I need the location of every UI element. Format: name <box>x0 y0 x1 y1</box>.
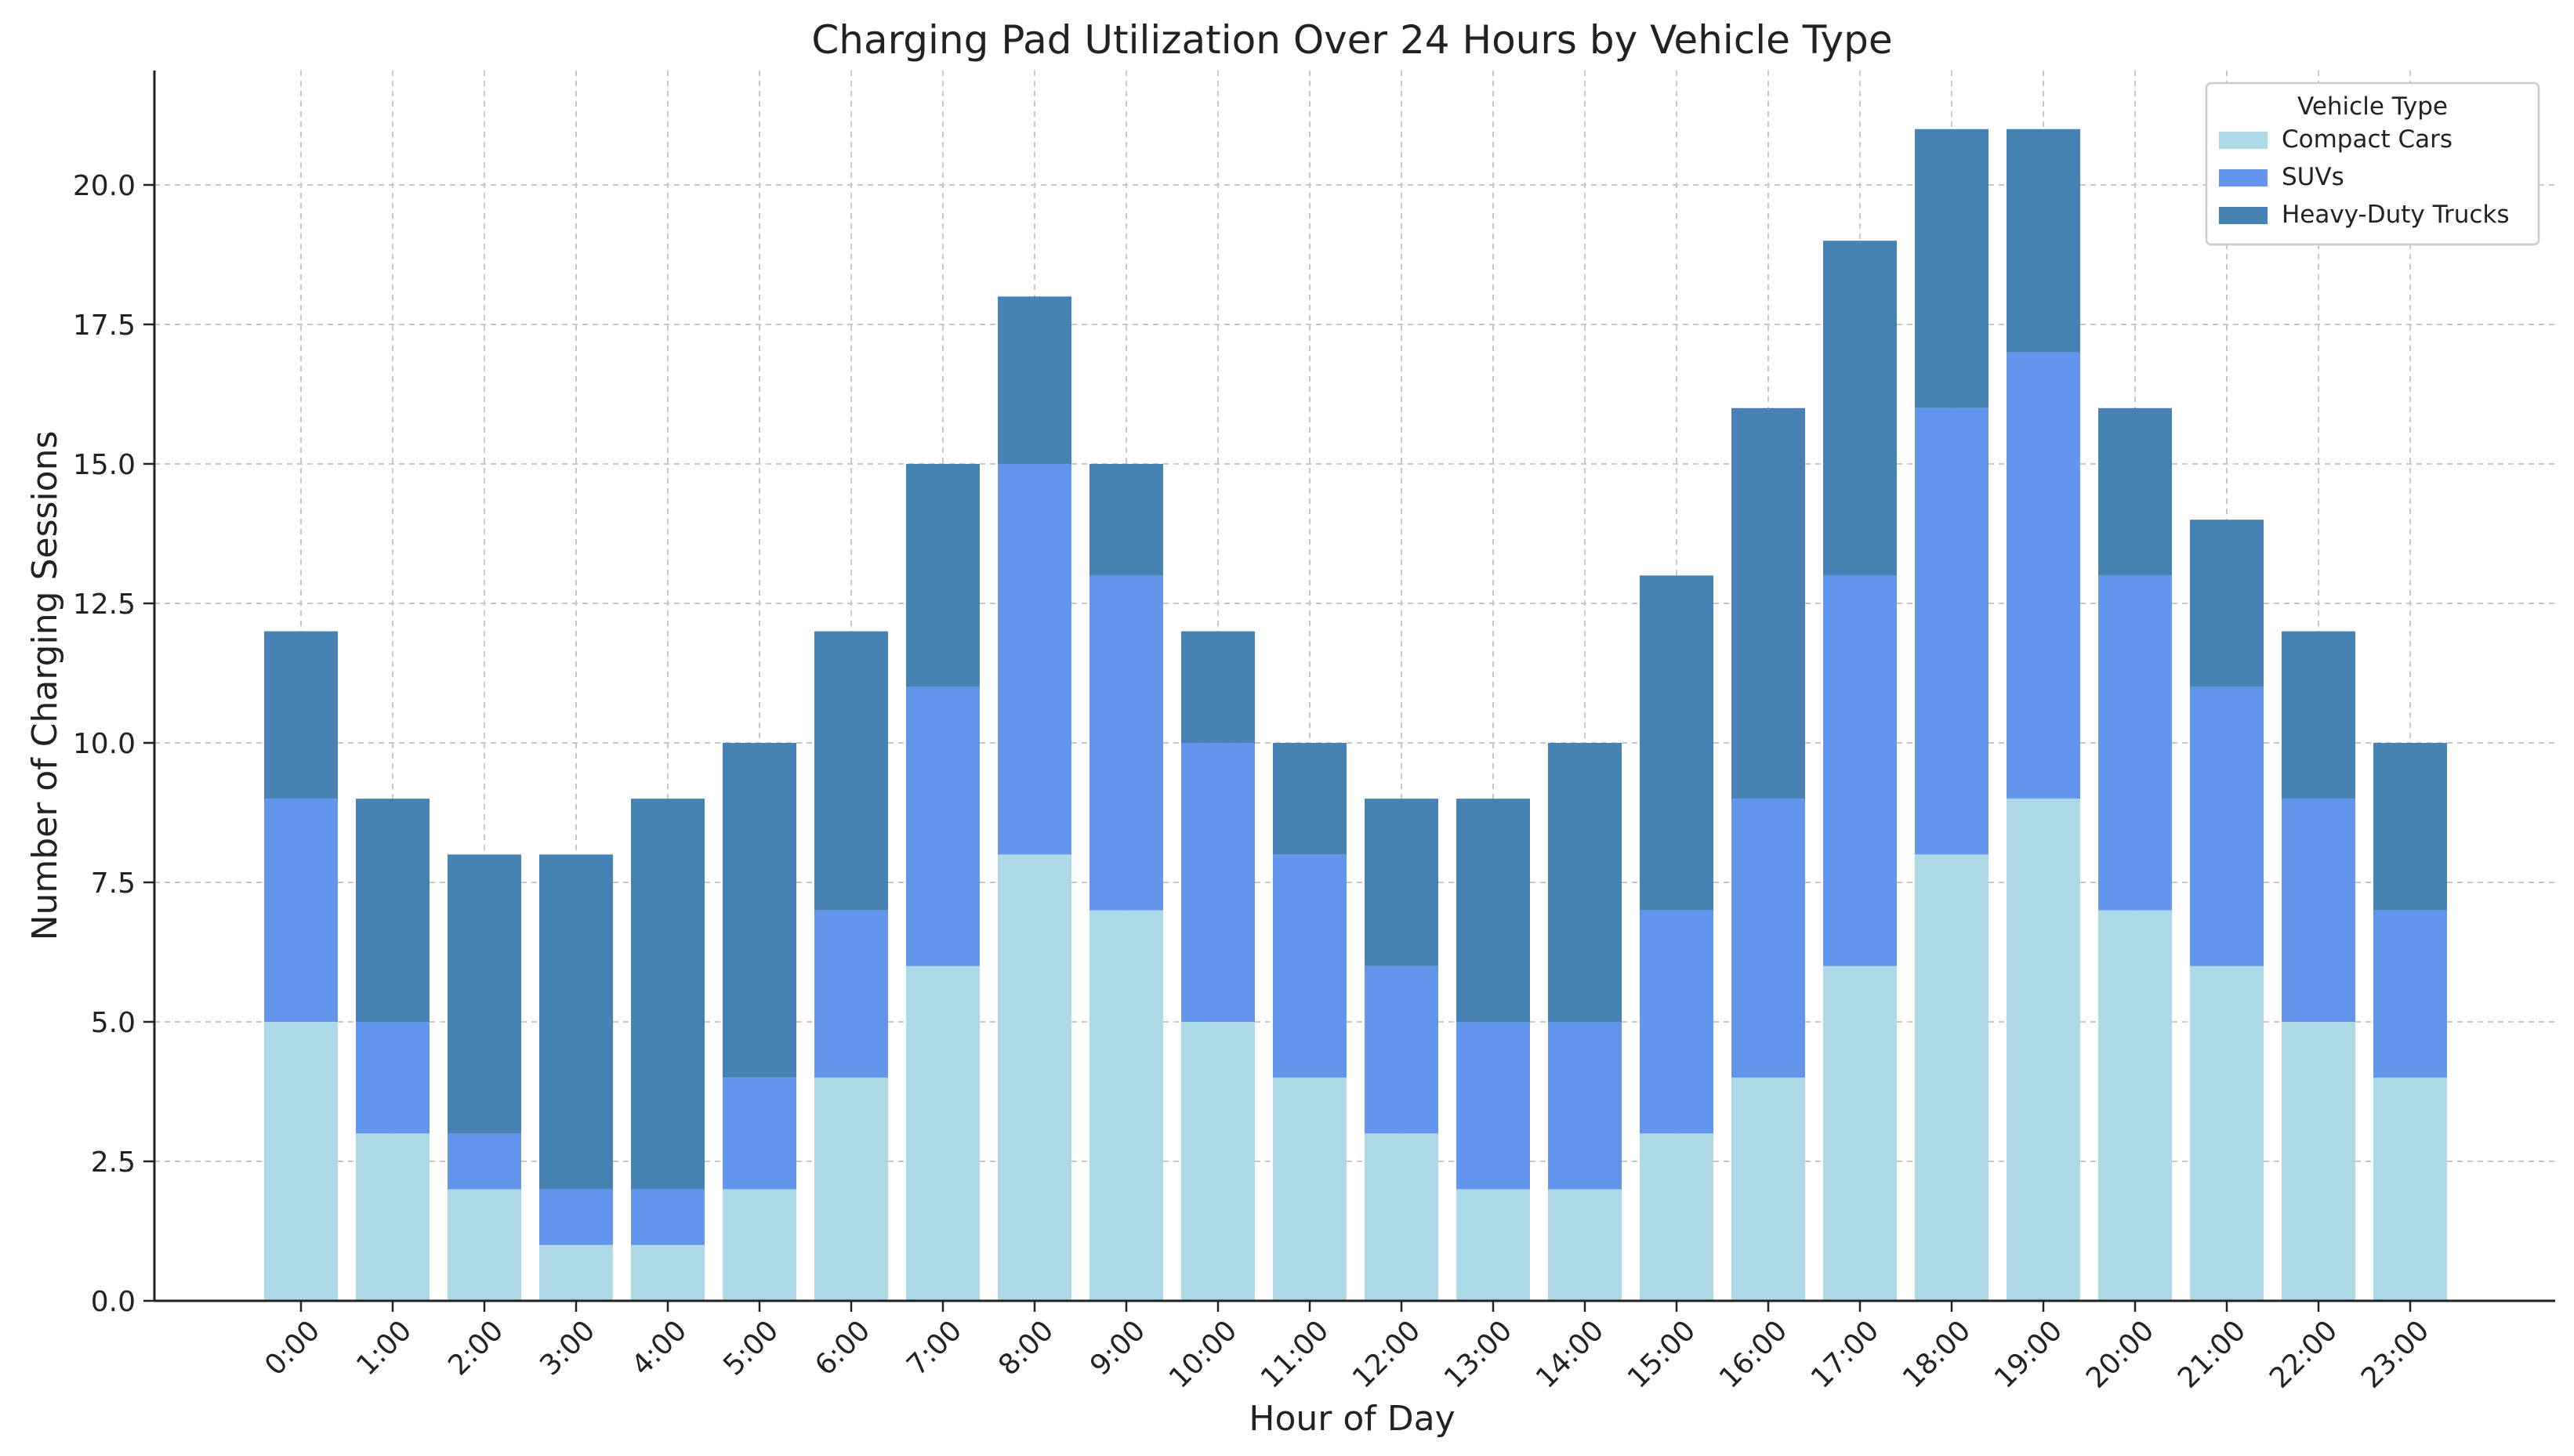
bar-segment-suvs <box>1915 407 1989 855</box>
bar-segment-heavy-duty-trucks <box>1456 799 1530 1022</box>
bar-segment-compact-cars <box>2282 1021 2355 1301</box>
bar-segment-heavy-duty-trucks <box>1640 575 1713 911</box>
bar-segment-compact-cars <box>448 1189 521 1301</box>
legend-frame <box>2205 81 2540 246</box>
bar-segment-suvs <box>2190 686 2264 966</box>
bar-segment-suvs <box>356 1021 430 1134</box>
legend-swatch <box>2219 132 2268 149</box>
bar-segment-suvs <box>631 1189 705 1245</box>
bar-segment-suvs <box>1731 799 1805 1078</box>
bar-segment-suvs <box>1273 854 1347 1078</box>
y-tick-label: 20.0 <box>73 170 136 202</box>
bar-segment-compact-cars <box>1640 1133 1713 1301</box>
bar-segment-compact-cars <box>906 965 980 1301</box>
bar-segment-heavy-duty-trucks <box>2007 129 2080 353</box>
bar-segment-heavy-duty-trucks <box>1823 241 1897 576</box>
y-tick-label: 2.5 <box>91 1146 136 1179</box>
bar-segment-suvs <box>1089 575 1163 911</box>
legend-label: Heavy-Duty Trucks <box>2282 201 2510 229</box>
bar-segment-heavy-duty-trucks <box>1089 463 1163 576</box>
bars-group <box>264 129 2447 1301</box>
y-ticks-group: 0.0 2.5 5.0 7.5 10.0 12.5 15.0 17.5 20.0 <box>73 170 154 1318</box>
bar-segment-heavy-duty-trucks <box>264 631 338 799</box>
axes-group <box>153 71 2555 1302</box>
legend-items: Compact Cars SUVs Heavy-Duty Trucks <box>2219 125 2510 229</box>
bar-segment-compact-cars <box>1915 854 1989 1301</box>
bar-segment-suvs <box>264 799 338 1022</box>
bar-segment-suvs <box>2282 799 2355 1022</box>
bar-segment-suvs <box>2098 575 2172 911</box>
bar-segment-heavy-duty-trucks <box>1181 631 1255 743</box>
y-tick-label: 17.5 <box>73 310 136 342</box>
bar-segment-heavy-duty-trucks <box>1273 742 1347 855</box>
bar-segment-heavy-duty-trucks <box>1548 742 1622 1022</box>
bar-segment-compact-cars <box>723 1189 796 1301</box>
bar-segment-suvs <box>1823 575 1897 966</box>
legend-title: Vehicle Type <box>2297 92 2448 121</box>
legend-label: Compact Cars <box>2282 125 2453 154</box>
y-axis-label: Number of Charging Sessions <box>25 431 65 941</box>
bar-segment-compact-cars <box>1823 965 1897 1301</box>
bar-segment-heavy-duty-trucks <box>723 742 796 1078</box>
bar-segment-compact-cars <box>2373 1078 2447 1301</box>
bar-segment-heavy-duty-trucks <box>631 799 705 1190</box>
bar-segment-suvs <box>1181 742 1255 1022</box>
legend-label: SUVs <box>2282 163 2344 191</box>
y-tick-label: 5.0 <box>91 1007 136 1039</box>
bar-segment-compact-cars <box>998 854 1071 1301</box>
bar-segment-compact-cars <box>1181 1021 1255 1301</box>
bar-segment-heavy-duty-trucks <box>539 854 613 1190</box>
legend-swatch <box>2219 207 2268 224</box>
bar-segment-compact-cars <box>539 1244 613 1301</box>
bar-segment-compact-cars <box>1273 1078 1347 1301</box>
bar-segment-suvs <box>1456 1021 1530 1190</box>
bar-segment-heavy-duty-trucks <box>2098 407 2172 576</box>
bar-segment-suvs <box>723 1078 796 1190</box>
bar-segment-suvs <box>1365 965 1438 1134</box>
bar-segment-compact-cars <box>814 1078 888 1301</box>
bar-segment-compact-cars <box>264 1021 338 1301</box>
bar-segment-heavy-duty-trucks <box>814 631 888 911</box>
bar-segment-suvs <box>814 910 888 1078</box>
bar-segment-compact-cars <box>1548 1189 1622 1301</box>
chart-title: Charging Pad Utilization Over 24 Hours b… <box>811 17 1892 63</box>
bar-segment-suvs <box>906 686 980 966</box>
bar-segment-suvs <box>448 1133 521 1190</box>
y-tick-label: 15.0 <box>73 449 136 481</box>
bar-segment-compact-cars <box>1731 1078 1805 1301</box>
y-tick-label: 0.0 <box>91 1286 136 1318</box>
bar-segment-heavy-duty-trucks <box>1915 129 1989 408</box>
bar-segment-compact-cars <box>631 1244 705 1301</box>
bar-segment-heavy-duty-trucks <box>1731 407 1805 799</box>
bar-segment-heavy-duty-trucks <box>1365 799 1438 966</box>
bar-segment-suvs <box>998 463 1071 855</box>
y-tick-label: 7.5 <box>91 867 136 900</box>
bar-segment-compact-cars <box>1089 910 1163 1301</box>
y-tick-label: 10.0 <box>73 728 136 760</box>
bar-segment-heavy-duty-trucks <box>2282 631 2355 799</box>
bar-segment-compact-cars <box>2098 910 2172 1301</box>
bar-segment-heavy-duty-trucks <box>2190 520 2264 687</box>
bar-segment-heavy-duty-trucks <box>906 463 980 687</box>
y-tick-label: 12.5 <box>73 589 136 621</box>
bar-segment-heavy-duty-trucks <box>356 799 430 1022</box>
bar-segment-compact-cars <box>356 1133 430 1301</box>
bar-segment-compact-cars <box>1456 1189 1530 1301</box>
x-axis-label: Hour of Day <box>1249 1399 1455 1439</box>
bar-segment-heavy-duty-trucks <box>448 854 521 1134</box>
bar-segment-suvs <box>539 1189 613 1245</box>
bar-segment-compact-cars <box>2190 965 2264 1301</box>
bar-segment-suvs <box>1548 1021 1622 1190</box>
legend-swatch <box>2219 169 2268 187</box>
bar-segment-heavy-duty-trucks <box>998 296 1071 464</box>
bar-segment-compact-cars <box>1365 1133 1438 1301</box>
bar-segment-suvs <box>2373 910 2447 1078</box>
legend: Vehicle Type Compact Cars SUVs Heavy-Duty … <box>2205 81 2540 246</box>
bar-segment-suvs <box>2007 352 2080 799</box>
bar-segment-suvs <box>1640 910 1713 1134</box>
bar-segment-heavy-duty-trucks <box>2373 742 2447 911</box>
bar-segment-compact-cars <box>2007 799 2080 1301</box>
